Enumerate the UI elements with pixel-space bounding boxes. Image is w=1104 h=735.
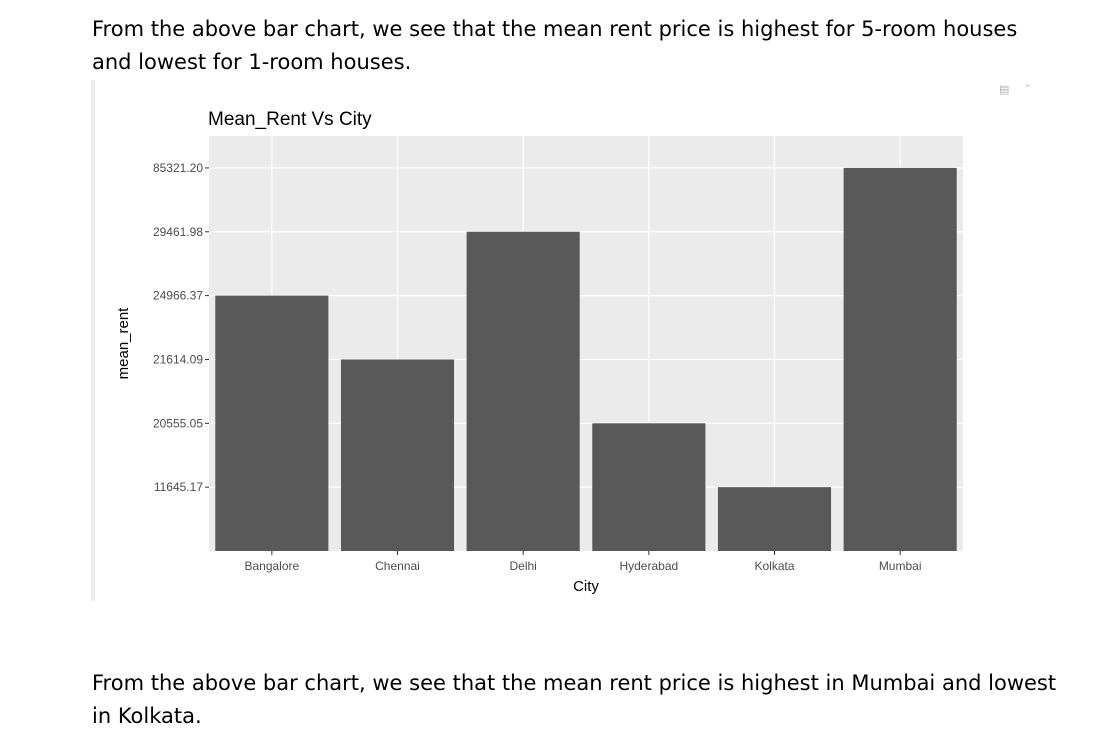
- y-tick-label: 29461.98: [153, 225, 203, 239]
- x-tick-label: Hyderabad: [619, 559, 678, 573]
- chunk-border: [91, 80, 95, 601]
- bar-mumbai: [843, 167, 957, 551]
- bar-delhi: [466, 231, 580, 551]
- y-tick-label: 85321.20: [153, 161, 203, 175]
- x-tick-label: Chennai: [375, 559, 420, 573]
- y-tick-label: 24966.37: [153, 289, 203, 303]
- y-axis-ticks: 11645.17 20555.05 21614.09 24966.37 29461.98…: [153, 161, 209, 494]
- y-tick-label: 11645.17: [154, 480, 203, 494]
- x-tick-label: Kolkata: [754, 559, 794, 573]
- bars: [215, 167, 957, 551]
- x-axis-title: City: [573, 578, 599, 595]
- x-tick-label: Mumbai: [879, 559, 922, 573]
- chunk-toolbar: ▤ ˄: [999, 83, 1042, 96]
- summary-paragraph-bottom: From the above bar chart, we see that th…: [92, 671, 1057, 728]
- y-axis-title: mean_rent: [115, 307, 132, 380]
- summary-paragraph-top: From the above bar chart, we see that th…: [92, 17, 1018, 74]
- x-tick-label: Delhi: [509, 559, 536, 573]
- plot-panel: [209, 136, 963, 551]
- chart-title: Mean_Rent Vs City: [208, 109, 372, 130]
- x-axis-ticks: Bangalore Chennai Delhi Hyderabad Kolkata Mum…: [244, 551, 922, 573]
- bar-hyderabad: [592, 423, 706, 551]
- collapse-icon[interactable]: ˄: [1024, 83, 1031, 96]
- x-tick-label: Bangalore: [244, 559, 299, 573]
- bar-chart: Mean_Rent Vs City 11645.17 20555.05 21614.…: [115, 109, 963, 595]
- bar-bangalore: [215, 295, 329, 551]
- bar-chennai: [340, 359, 455, 551]
- y-tick-label: 20555.05: [153, 416, 203, 430]
- chunk-options-icon[interactable]: ▤: [999, 83, 1010, 96]
- y-tick-label: 21614.09: [153, 352, 203, 366]
- bar-kolkata: [717, 487, 832, 551]
